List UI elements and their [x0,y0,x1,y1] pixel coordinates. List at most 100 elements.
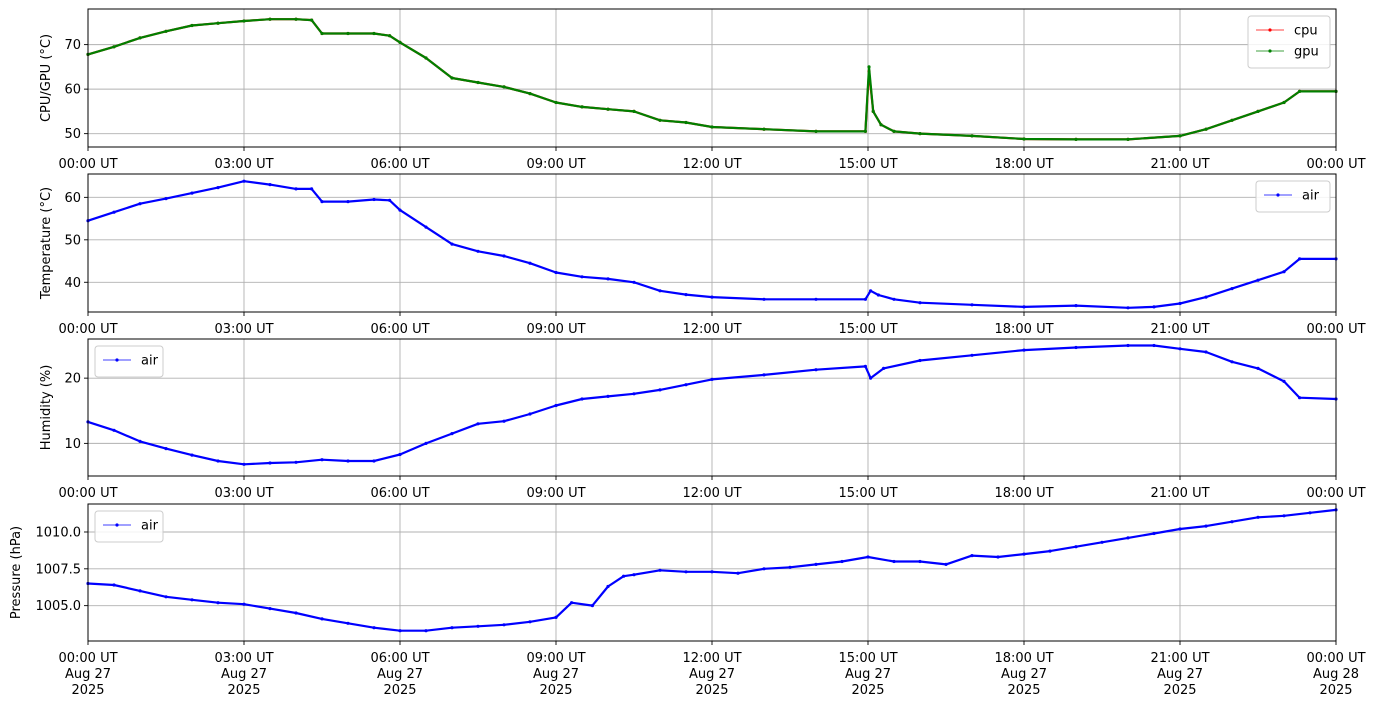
data-point [190,598,194,602]
data-point [944,562,948,567]
y-axis-label: Temperature (°C) [39,187,54,300]
data-point [580,105,584,109]
data-point [476,624,480,628]
legend-box [94,510,164,543]
data-point [1204,127,1208,131]
data-point [388,198,392,202]
data-point [398,629,402,633]
y-tick-label: 1007.5 [36,562,82,577]
x-tick-year: 2025 [383,683,416,698]
data-point [871,109,875,113]
x-tick-label: 09:00 UT [526,322,585,337]
data-point [424,56,428,60]
data-point [450,242,454,246]
data-point [554,100,558,105]
data-point [879,123,883,127]
data-point [632,280,636,284]
data-point [1178,527,1182,531]
legend-box [94,345,164,378]
legend-swatch-marker [1268,49,1272,53]
data-point [554,403,558,408]
data-point [1282,100,1286,105]
data-point [869,376,873,380]
data-point [570,601,574,605]
data-point [372,626,376,630]
data-point [268,17,272,21]
data-point [580,275,584,279]
legend-label-gpu: gpu [1294,45,1319,60]
x-tick-label: 00:00 UT [58,486,117,501]
data-point [164,29,168,33]
data-point [1230,520,1234,524]
legend-swatch-marker [115,358,119,362]
data-point [684,383,688,387]
data-point [398,208,402,212]
panel-1: 50 60 70 00:00 UT 03:00 UT 06:00 UT 09:00 UT 12… [39,8,1366,172]
data-point [762,373,766,377]
data-point [112,428,116,432]
data-point [320,31,324,36]
data-point [268,607,272,611]
data-point [814,129,818,133]
data-point [190,23,194,28]
data-point [502,254,506,258]
data-point [1256,278,1260,282]
x-tick-label: 15:00 UT [838,322,897,337]
data-point [554,270,558,275]
data-point [424,629,428,633]
data-point [1152,305,1156,309]
x-tick-label: 21:00 UT [1150,651,1209,666]
data-point [242,19,246,23]
data-point [398,40,402,45]
x-tick-label: 12:00 UT [682,651,741,666]
data-point [970,134,974,138]
data-point [1204,350,1208,354]
data-point [814,297,818,301]
data-point [1074,137,1078,141]
data-point [528,92,532,96]
data-point [684,293,688,297]
y-tick-label: 70 [64,38,81,53]
x-tick-date: Aug 27 [533,667,579,682]
data-point [1126,137,1130,141]
data-point [216,21,220,25]
data-point [814,562,818,567]
data-point [1282,514,1286,518]
y-tick-label: 60 [64,191,81,206]
data-point [1298,257,1302,261]
x-tick-date: Aug 27 [377,667,423,682]
data-point [632,573,636,577]
y-tick-label: 20 [64,372,81,387]
x-tick-label: 18:00 UT [994,651,1053,666]
data-point [1152,343,1156,348]
legend-swatch-marker [1276,193,1280,197]
legend-label-cpu: cpu [1294,24,1318,39]
data-point [502,85,506,89]
x-tick-label: 09:00 UT [526,651,585,666]
data-point [876,293,881,297]
data-point [970,353,974,357]
data-point [372,197,376,202]
data-point [1022,348,1026,352]
data-point [814,368,818,372]
data-point [398,452,402,457]
data-point [294,460,298,464]
data-point [476,422,480,426]
data-point [863,364,868,368]
data-point [710,570,714,574]
x-tick-label: 18:00 UT [994,322,1053,337]
data-point [918,559,922,564]
x-tick-label: 00:00 UT [1306,486,1365,501]
data-point [1126,536,1130,540]
y-tick-label: 50 [64,233,81,248]
x-tick-label: 12:00 UT [682,486,741,501]
data-point [528,261,532,265]
data-point [1074,304,1078,308]
x-tick-label: 06:00 UT [370,157,429,172]
legend: air [94,510,164,543]
data-point [892,559,896,564]
y-tick-label: 1005.0 [36,599,82,614]
data-point [372,459,376,463]
x-tick-label: 00:00 UT [1306,322,1365,337]
